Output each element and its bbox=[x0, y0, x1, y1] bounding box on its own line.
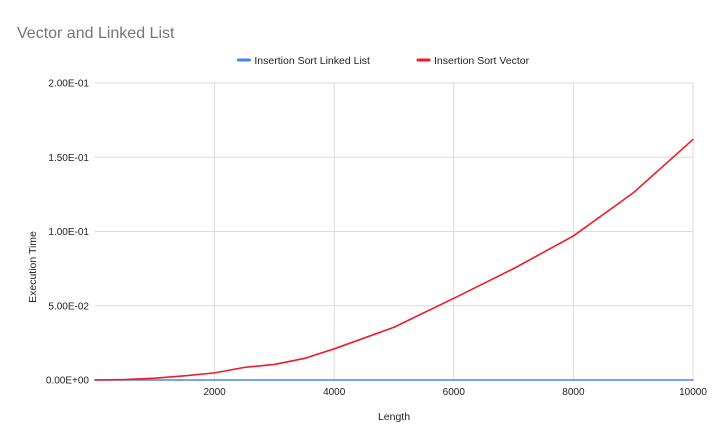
series-layer bbox=[94, 138, 694, 381]
series-line-2 bbox=[94, 138, 694, 381]
chart-title: Vector and Linked List bbox=[17, 25, 175, 42]
y-tick-label: 0.00E+00 bbox=[46, 376, 90, 387]
legend: Insertion Sort Linked List Insertion Sort… bbox=[236, 55, 530, 67]
x-axis-label: Length bbox=[378, 411, 410, 423]
y-tick-label: 5.00E-02 bbox=[48, 301, 89, 312]
x-tick-label: 6000 bbox=[443, 387, 466, 398]
x-tick-label: 2000 bbox=[203, 387, 226, 398]
legend-label-2: Insertion Sort Vector bbox=[434, 55, 530, 67]
grid-layer bbox=[95, 82, 694, 381]
y-tick-label: 1.00E-01 bbox=[48, 227, 89, 238]
legend-label-1: Insertion Sort Linked List bbox=[254, 55, 370, 67]
y-tick-label: 1.50E-01 bbox=[48, 153, 89, 164]
x-tick-label: 8000 bbox=[562, 387, 585, 398]
tick-layer: 0.00E+00 5.00E-02 1.00E-01 1.50E-01 2.00E-01… bbox=[46, 79, 707, 399]
y-axis-label: Execution Time bbox=[27, 231, 39, 303]
x-tick-label: 10000 bbox=[679, 387, 707, 398]
y-tick-label: 2.00E-01 bbox=[48, 79, 89, 90]
x-tick-label: 4000 bbox=[323, 387, 346, 398]
